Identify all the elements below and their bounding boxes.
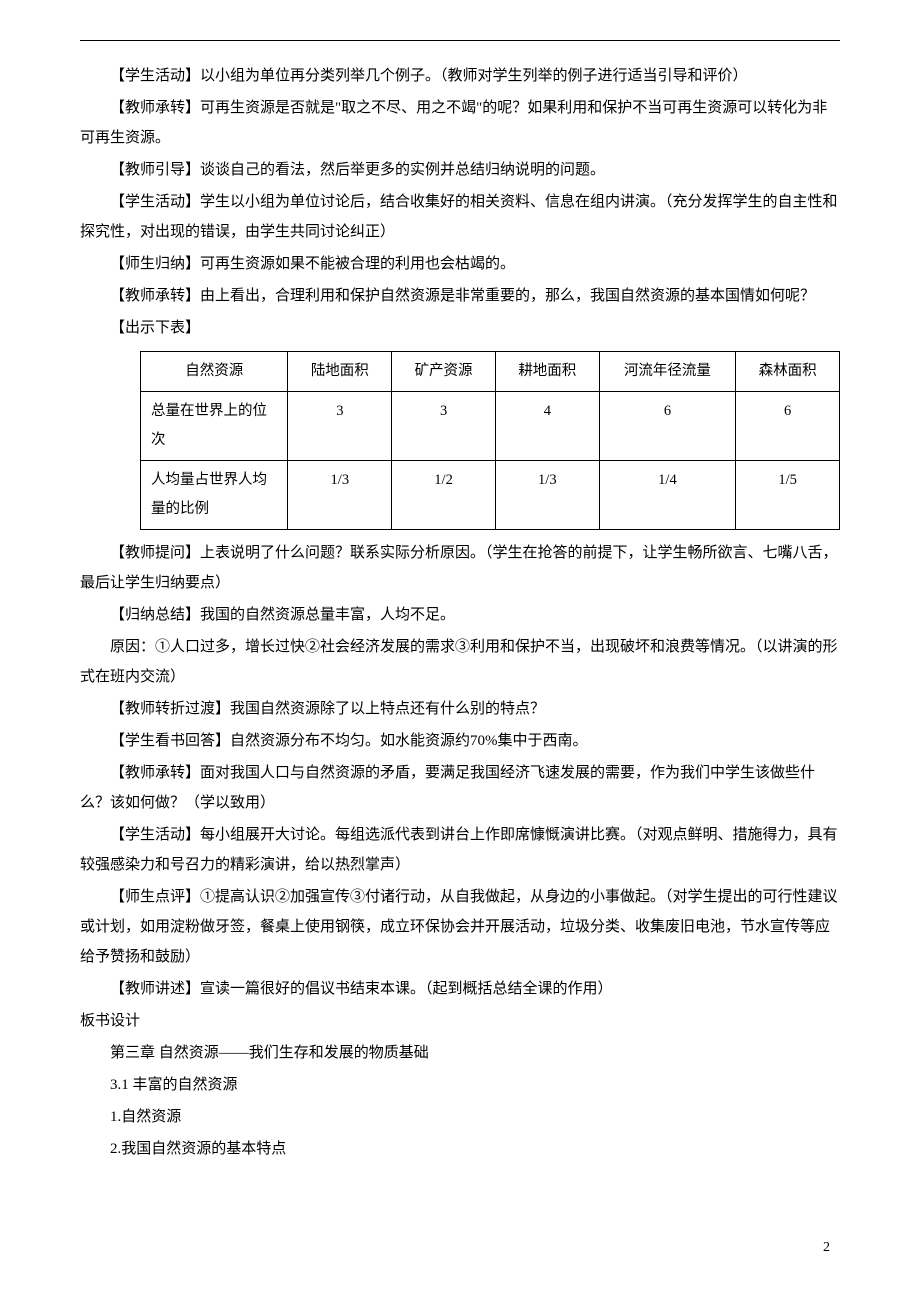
paragraph: 【教师承转】可再生资源是否就是"取之不尽、用之不竭"的呢？如果利用和保护不当可再… <box>80 93 840 153</box>
paragraph: 【教师提问】上表说明了什么问题？联系实际分析原因。（学生在抢答的前提下，让学生畅… <box>80 538 840 598</box>
paragraph: 【学生看书回答】自然资源分布不均匀。如水能资源约70%集中于西南。 <box>80 726 840 756</box>
board-design-title: 板书设计 <box>80 1006 840 1036</box>
paragraph: 【教师承转】面对我国人口与自然资源的矛盾，要满足我国经济飞速发展的需要，作为我们… <box>80 758 840 818</box>
table-cell: 1/4 <box>599 461 736 530</box>
table-cell: 6 <box>599 392 736 461</box>
table-cell: 1/5 <box>736 461 840 530</box>
paragraph: 【教师承转】由上看出，合理利用和保护自然资源是非常重要的，那么，我国自然资源的基… <box>80 281 840 311</box>
resource-table: 自然资源 陆地面积 矿产资源 耕地面积 河流年径流量 森林面积 总量在世界上的位… <box>140 351 840 530</box>
table-cell: 1/3 <box>288 461 392 530</box>
table-row: 总量在世界上的位次 3 3 4 6 6 <box>141 392 840 461</box>
table-header: 森林面积 <box>736 352 840 392</box>
table-header: 耕地面积 <box>495 352 599 392</box>
paragraph: 【师生归纳】可再生资源如果不能被合理的利用也会枯竭的。 <box>80 249 840 279</box>
table-cell-label: 人均量占世界人均量的比例 <box>141 461 288 530</box>
board-chapter: 第三章 自然资源——我们生存和发展的物质基础 <box>80 1038 840 1068</box>
paragraph: 【教师讲述】宣读一篇很好的倡议书结束本课。（起到概括总结全课的作用） <box>80 974 840 1004</box>
paragraph: 【教师转折过渡】我国自然资源除了以上特点还有什么别的特点？ <box>80 694 840 724</box>
table-cell: 6 <box>736 392 840 461</box>
paragraph: 【归纳总结】我国的自然资源总量丰富，人均不足。 <box>80 600 840 630</box>
table-cell: 3 <box>392 392 496 461</box>
table-cell: 4 <box>495 392 599 461</box>
page-content: 【学生活动】以小组为单位再分类列举几个例子。（教师对学生列举的例子进行适当引导和… <box>80 40 840 1164</box>
table-cell: 1/2 <box>392 461 496 530</box>
table-cell-label: 总量在世界上的位次 <box>141 392 288 461</box>
table-header: 自然资源 <box>141 352 288 392</box>
paragraph: 【学生活动】以小组为单位再分类列举几个例子。（教师对学生列举的例子进行适当引导和… <box>80 61 840 91</box>
board-item: 1.自然资源 <box>80 1102 840 1132</box>
table-row: 人均量占世界人均量的比例 1/3 1/2 1/3 1/4 1/5 <box>141 461 840 530</box>
paragraph: 【学生活动】学生以小组为单位讨论后，结合收集好的相关资料、信息在组内讲演。（充分… <box>80 187 840 247</box>
paragraph: 【师生点评】①提高认识②加强宣传③付诸行动，从自我做起，从身边的小事做起。（对学… <box>80 882 840 972</box>
paragraph: 原因：①人口过多，增长过快②社会经济发展的需求③利用和保护不当，出现破坏和浪费等… <box>80 632 840 692</box>
page-number: 2 <box>823 1234 830 1262</box>
paragraph: 【出示下表】 <box>80 313 840 343</box>
table-header: 陆地面积 <box>288 352 392 392</box>
table-cell: 3 <box>288 392 392 461</box>
board-section: 3.1 丰富的自然资源 <box>80 1070 840 1100</box>
table-cell: 1/3 <box>495 461 599 530</box>
paragraph: 【教师引导】谈谈自己的看法，然后举更多的实例并总结归纳说明的问题。 <box>80 155 840 185</box>
table-header-row: 自然资源 陆地面积 矿产资源 耕地面积 河流年径流量 森林面积 <box>141 352 840 392</box>
paragraph: 【学生活动】每小组展开大讨论。每组选派代表到讲台上作即席慷慨演讲比赛。（对观点鲜… <box>80 820 840 880</box>
board-item: 2.我国自然资源的基本特点 <box>80 1134 840 1164</box>
table-header: 矿产资源 <box>392 352 496 392</box>
table-header: 河流年径流量 <box>599 352 736 392</box>
